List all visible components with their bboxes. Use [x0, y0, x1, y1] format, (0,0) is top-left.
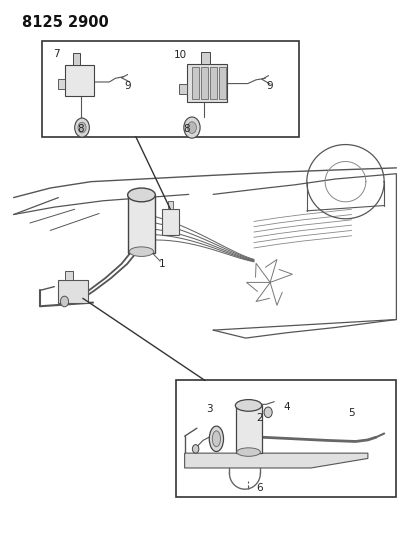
Text: 3: 3 [205, 403, 212, 414]
FancyBboxPatch shape [64, 65, 94, 96]
Text: 6: 6 [256, 483, 262, 493]
Text: 8125 2900: 8125 2900 [22, 14, 108, 30]
Circle shape [78, 122, 86, 133]
Ellipse shape [212, 431, 220, 447]
Text: 9: 9 [266, 81, 273, 91]
Text: 9: 9 [124, 81, 130, 91]
Text: 5: 5 [347, 408, 354, 418]
FancyBboxPatch shape [209, 67, 217, 99]
FancyBboxPatch shape [191, 67, 199, 99]
Circle shape [187, 122, 196, 133]
Ellipse shape [127, 188, 155, 202]
FancyBboxPatch shape [218, 67, 226, 99]
Ellipse shape [129, 247, 153, 256]
Text: 8: 8 [183, 124, 189, 134]
Circle shape [192, 445, 198, 453]
FancyBboxPatch shape [64, 271, 73, 280]
FancyBboxPatch shape [57, 280, 88, 303]
Ellipse shape [235, 400, 261, 411]
FancyBboxPatch shape [127, 195, 155, 253]
Text: 10: 10 [173, 50, 187, 60]
Text: 7: 7 [53, 50, 60, 59]
FancyBboxPatch shape [200, 67, 208, 99]
Ellipse shape [236, 448, 260, 456]
FancyBboxPatch shape [200, 52, 209, 64]
Text: 1: 1 [159, 259, 165, 269]
Text: 8: 8 [77, 124, 84, 134]
Text: 2: 2 [256, 413, 263, 423]
FancyBboxPatch shape [178, 84, 186, 94]
FancyBboxPatch shape [235, 406, 261, 453]
FancyBboxPatch shape [162, 209, 178, 235]
Circle shape [60, 296, 68, 307]
Circle shape [263, 407, 272, 418]
FancyBboxPatch shape [186, 64, 227, 102]
FancyBboxPatch shape [73, 53, 80, 65]
FancyBboxPatch shape [167, 201, 173, 209]
FancyBboxPatch shape [57, 79, 65, 89]
Circle shape [74, 118, 89, 137]
FancyBboxPatch shape [42, 41, 298, 136]
Text: 4: 4 [283, 402, 289, 412]
Polygon shape [184, 453, 367, 468]
FancyBboxPatch shape [176, 381, 396, 497]
Ellipse shape [209, 426, 223, 451]
Circle shape [183, 117, 200, 138]
